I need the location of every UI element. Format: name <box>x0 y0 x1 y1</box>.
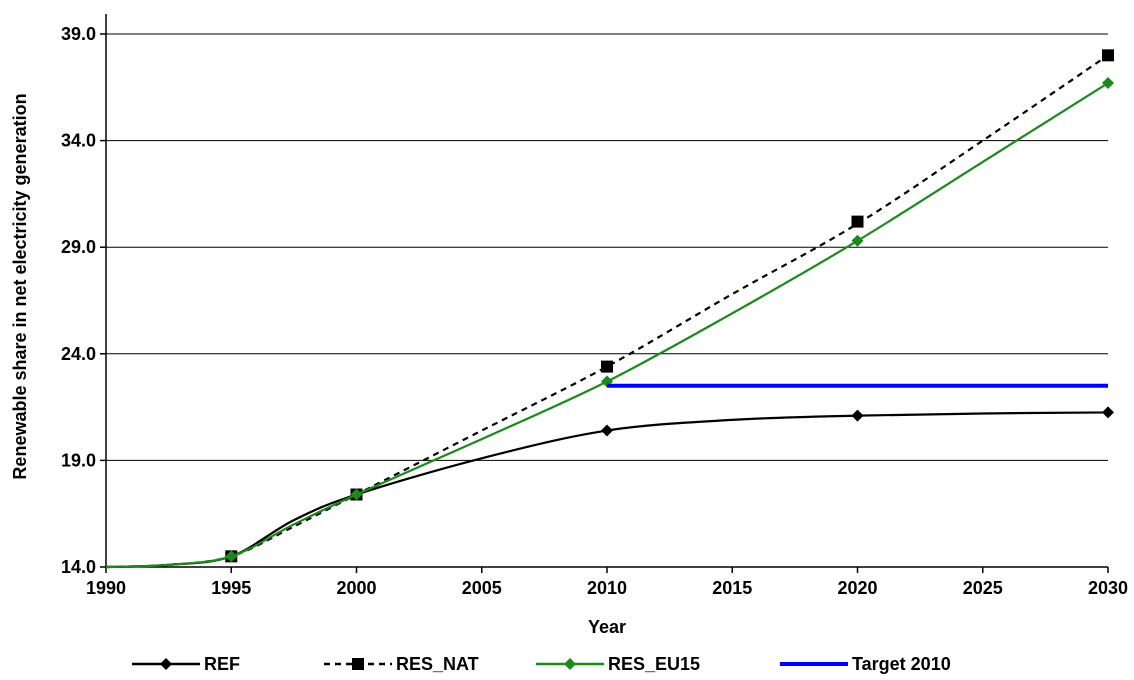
grid-lines <box>106 33 1108 461</box>
x-tick-label: 2000 <box>336 578 376 598</box>
x-tick-label: 2010 <box>587 578 627 598</box>
legend: REF RES_NAT RES_EU15 Target 2010 <box>132 654 951 674</box>
legend-marker <box>160 658 172 670</box>
x-axis-ticks: 1990 1995 2000 2005 2010 2015 2020 2025 2030 <box>86 567 1128 598</box>
y-axis-ticks: 14.0 19.0 24.0 29.0 34.0 39.0 <box>61 24 106 577</box>
x-tick-label: 2015 <box>712 578 752 598</box>
series-ref <box>105 406 1114 569</box>
legend-item-target-2010: Target 2010 <box>780 654 951 674</box>
x-tick-label: 2005 <box>462 578 502 598</box>
data-point <box>851 409 864 422</box>
y-tick-label: 29.0 <box>61 237 96 257</box>
data-point <box>851 215 864 228</box>
y-tick-label: 39.0 <box>61 24 96 44</box>
legend-item-res-eu15: RES_EU15 <box>536 654 700 674</box>
x-tick-label: 2025 <box>963 578 1003 598</box>
legend-item-ref: REF <box>132 654 240 674</box>
y-tick-label: 34.0 <box>61 131 96 151</box>
data-point <box>601 424 613 437</box>
data-point <box>1102 406 1114 419</box>
data-point <box>851 234 864 247</box>
legend-label: Target 2010 <box>852 654 951 674</box>
y-tick-label: 19.0 <box>61 450 96 470</box>
legend-label: RES_EU15 <box>608 654 700 674</box>
data-point <box>601 360 613 373</box>
y-axis-title: Renewable share in net electricity gener… <box>10 93 30 479</box>
y-tick-label: 14.0 <box>61 557 96 577</box>
data-point <box>350 488 363 501</box>
axes <box>105 14 1108 568</box>
series-layer <box>105 49 1114 569</box>
x-tick-label: 2030 <box>1088 578 1128 598</box>
legend-label: RES_NAT <box>396 654 479 674</box>
legend-item-res-nat: RES_NAT <box>324 654 479 674</box>
x-tick-label: 2020 <box>837 578 877 598</box>
series-line <box>105 82 1109 569</box>
legend-marker <box>352 658 364 670</box>
series-res-nat <box>105 49 1114 569</box>
y-tick-label: 24.0 <box>61 344 96 364</box>
data-point <box>1102 49 1114 62</box>
series-line <box>105 54 1109 569</box>
legend-label: REF <box>204 654 240 674</box>
series-res-eu15 <box>105 77 1114 569</box>
data-point <box>1102 77 1114 90</box>
legend-marker <box>564 658 576 670</box>
x-axis-title: Year <box>588 617 626 637</box>
x-tick-label: 1995 <box>211 578 251 598</box>
x-tick-label: 1990 <box>86 578 126 598</box>
data-point <box>225 550 238 563</box>
